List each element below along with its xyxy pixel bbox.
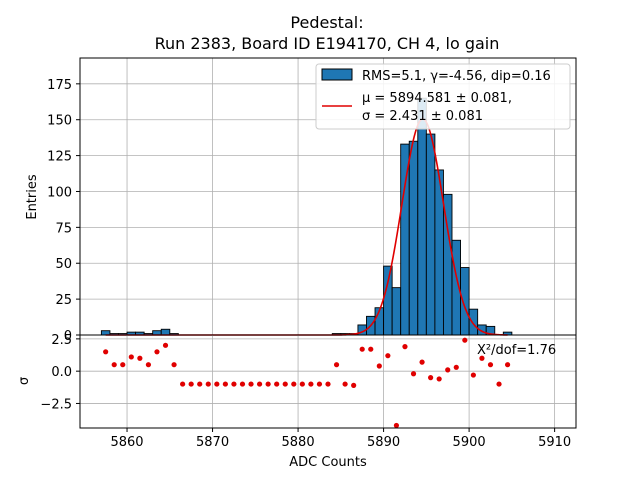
residual-point bbox=[222, 381, 228, 387]
histogram-bar bbox=[417, 97, 427, 336]
residual-point bbox=[479, 355, 485, 361]
residual-point bbox=[171, 362, 177, 368]
x-tick-label: 5880 bbox=[282, 435, 315, 450]
top-y-tick-label: 75 bbox=[55, 221, 72, 236]
residual-point bbox=[231, 381, 237, 387]
residual-point bbox=[325, 381, 331, 387]
residual-point bbox=[333, 362, 340, 368]
residual-panel-frame bbox=[79, 334, 577, 429]
histogram-bar bbox=[425, 133, 436, 336]
top-y-tick-label: 125 bbox=[47, 150, 72, 165]
residual-point bbox=[265, 381, 271, 387]
residual-point bbox=[205, 381, 211, 387]
residual-point bbox=[359, 346, 365, 352]
top-panel-y-ticks: 0 25 50 75 100 125 150 175 bbox=[47, 78, 80, 344]
legend-fit-mu-label: μ = 5894.581 ± 0.081, bbox=[362, 91, 512, 106]
top-y-tick-label: 150 bbox=[47, 114, 72, 129]
histogram-bar bbox=[408, 140, 419, 336]
residual-point bbox=[239, 381, 246, 387]
residual-point bbox=[428, 375, 434, 381]
x-tick-label: 5910 bbox=[538, 435, 571, 450]
residual-point bbox=[256, 381, 263, 387]
residual-point bbox=[128, 354, 134, 360]
chart-title-line2: Run 2383, Board ID E194170, CH 4, lo gai… bbox=[155, 34, 500, 53]
top-panel-ylabel: Entries bbox=[25, 174, 40, 220]
residual-point bbox=[111, 362, 117, 368]
x-tick-label: 5900 bbox=[453, 435, 486, 450]
residual-y-tick-label: 2.5 bbox=[51, 333, 72, 348]
residual-point bbox=[342, 381, 348, 387]
top-y-tick-label: 0 bbox=[64, 329, 72, 344]
residual-point bbox=[436, 376, 442, 382]
residual-point bbox=[393, 422, 400, 429]
histogram-bar bbox=[400, 143, 410, 336]
residual-point bbox=[248, 381, 254, 387]
residual-point bbox=[214, 381, 220, 387]
top-y-tick-label: 25 bbox=[55, 293, 72, 308]
histogram-bar bbox=[468, 308, 479, 336]
x-tick-label: 5890 bbox=[367, 435, 400, 450]
legend-fit-sigma-label: σ = 2.431 ± 0.081 bbox=[362, 109, 483, 124]
top-y-tick-label: 175 bbox=[47, 78, 72, 93]
top-y-tick-label: 100 bbox=[47, 185, 72, 200]
residual-point bbox=[197, 381, 203, 387]
residual-point bbox=[120, 362, 126, 368]
residual-point bbox=[351, 382, 357, 388]
residual-panel-y-ticks: 2.5 0.0 −2.5 bbox=[40, 333, 80, 412]
residual-point bbox=[445, 367, 451, 373]
residual-point bbox=[368, 346, 374, 352]
residual-point bbox=[470, 372, 476, 378]
residual-y-tick-label: 0.0 bbox=[51, 365, 72, 380]
residual-point bbox=[462, 337, 468, 343]
residual-point bbox=[385, 353, 391, 359]
histogram-bar bbox=[391, 287, 402, 336]
x-tick-label: 5860 bbox=[110, 435, 143, 450]
residual-point bbox=[453, 364, 459, 370]
residual-point bbox=[487, 362, 494, 368]
residual-point bbox=[316, 381, 323, 387]
residual-point bbox=[299, 381, 305, 387]
chart-title-line1: Pedestal: bbox=[290, 13, 363, 32]
residual-point bbox=[162, 342, 169, 348]
residual-point bbox=[145, 362, 152, 368]
residual-point bbox=[154, 349, 160, 355]
residual-point bbox=[274, 381, 280, 387]
histogram-bar bbox=[383, 265, 393, 336]
x-axis-ticks: 5860 5870 5880 5890 5900 5910 bbox=[110, 428, 571, 450]
residual-point bbox=[291, 381, 297, 387]
residual-point bbox=[137, 355, 143, 361]
residual-point bbox=[308, 381, 314, 387]
residual-points bbox=[103, 337, 511, 429]
residual-point bbox=[188, 381, 194, 387]
residual-panel-ylabel: σ bbox=[17, 377, 32, 385]
x-axis-label: ADC Counts bbox=[289, 455, 367, 470]
residual-point bbox=[504, 362, 511, 368]
residual-panel-grid bbox=[80, 335, 576, 428]
residual-point bbox=[419, 359, 425, 365]
residual-point bbox=[180, 381, 186, 387]
legend-hist-label: RMS=5.1, γ=-4.56, dip=0.16 bbox=[362, 69, 551, 84]
x-tick-label: 5870 bbox=[196, 435, 229, 450]
residual-point bbox=[402, 344, 408, 350]
histogram-bar bbox=[460, 267, 470, 336]
residual-point bbox=[103, 349, 109, 355]
residual-point bbox=[496, 381, 502, 387]
residual-point bbox=[410, 371, 417, 377]
residual-point bbox=[282, 381, 288, 387]
chi2-annotation: X²/dof=1.76 bbox=[477, 343, 556, 358]
legend-box bbox=[315, 63, 571, 130]
residual-point bbox=[376, 363, 382, 369]
residual-y-tick-label: −2.5 bbox=[40, 397, 72, 412]
top-y-tick-label: 50 bbox=[55, 257, 72, 272]
legend-hist-swatch bbox=[321, 68, 353, 81]
legend: RMS=5.1, γ=-4.56, dip=0.16 μ = 5894.581 … bbox=[315, 63, 571, 130]
histogram-bar bbox=[160, 328, 171, 336]
